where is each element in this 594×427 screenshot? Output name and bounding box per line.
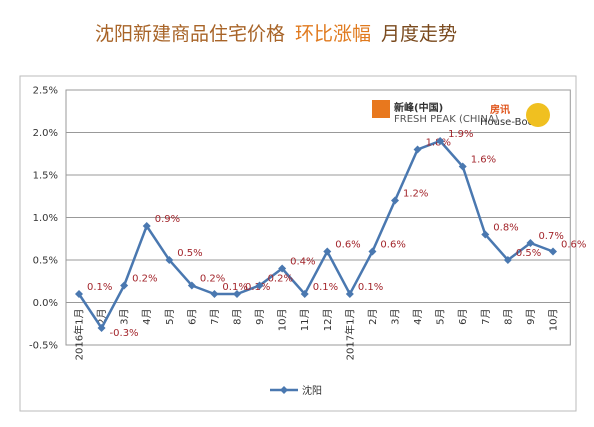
title-part: 月度走势 [381, 23, 457, 45]
marker [345, 290, 354, 298]
marker [436, 137, 445, 145]
marker [97, 324, 106, 332]
x-tick-label: 9月 [254, 309, 266, 325]
data-label: 0.2% [268, 274, 293, 285]
x-tick-label: 3月 [390, 309, 402, 325]
chart-frame [19, 75, 577, 412]
x-tick-label: 2017年1月 [343, 309, 356, 361]
data-label: 0.6% [561, 240, 586, 251]
marker [549, 247, 558, 256]
x-tick-label: 2016年1月 [72, 309, 85, 361]
data-label: 0.1% [313, 282, 338, 293]
marker [187, 281, 196, 290]
title-part: 环比涨幅 [295, 23, 371, 45]
marker [391, 196, 400, 205]
x-tick-label: 9月 [525, 309, 537, 325]
logo-text: 新峰(中国) [394, 101, 443, 114]
logo-text: 房讯 [490, 103, 510, 116]
marker [503, 256, 512, 264]
logo: 新峰(中国) FRESH PEAK (CHINA) 房讯 House-Book [372, 100, 550, 128]
data-label: 0.9% [155, 214, 180, 225]
data-label: 0.4% [290, 257, 315, 268]
chart-title: 沈阳新建商品住宅价格 环比涨幅 月度走势 [95, 23, 457, 45]
data-label: 1.9% [448, 129, 473, 140]
y-tick-label: 2.5% [33, 86, 58, 97]
legend-label: 沈阳 [302, 384, 322, 397]
line [77, 139, 554, 331]
data-label: 0.1% [358, 282, 383, 293]
data-label: 1.6% [471, 155, 496, 166]
marker [210, 290, 219, 298]
data-label: 0.2% [200, 274, 225, 285]
x-tick-label: 12月 [322, 309, 334, 332]
data-label: 1.2% [403, 189, 428, 200]
x-tick-label: 4月 [412, 309, 424, 325]
marker [300, 290, 309, 298]
logo-text: FRESH PEAK (CHINA) [394, 114, 499, 125]
logo-text: House-Book [480, 117, 540, 128]
x-tick-label: 10月 [548, 309, 560, 332]
data-label: 0.6% [335, 240, 360, 251]
x-tick-label: 8月 [231, 309, 243, 325]
marker [413, 145, 422, 154]
data-label: 0.5% [177, 248, 202, 259]
marker [232, 290, 241, 298]
data-label: 0.2% [132, 274, 157, 285]
x-tick-label: 7月 [209, 309, 221, 325]
marker [323, 247, 332, 256]
x-tick-label: 7月 [480, 309, 492, 325]
x-tick-label: 5月 [164, 309, 176, 325]
marker [526, 239, 535, 247]
y-tick-label: 2.0% [33, 128, 58, 139]
x-tick-label: 5月 [435, 309, 447, 325]
logo-icon [372, 100, 390, 118]
data-label: 0.8% [493, 223, 518, 234]
y-tick-label: 0.5% [33, 256, 58, 267]
marker [165, 256, 174, 264]
legend-marker [280, 386, 288, 394]
data-label: 0.6% [380, 240, 405, 251]
marker [74, 290, 83, 298]
y-tick-label: 1.5% [33, 171, 58, 182]
title-part: 沈阳新建商品住宅价格 [95, 23, 285, 45]
data-label: -0.3% [110, 328, 139, 339]
marker [255, 281, 264, 290]
marker [458, 162, 467, 171]
x-tick-label: 2月 [367, 309, 379, 325]
marker [142, 222, 151, 230]
logo-mascot [526, 103, 550, 127]
x-tick-label: 11月 [299, 309, 311, 332]
x-tick-label: 6月 [186, 309, 198, 325]
marker [278, 264, 287, 273]
x-tick-label: 8月 [502, 309, 514, 325]
x-tick-label: 4月 [141, 309, 153, 325]
x-tick-label: 3月 [119, 309, 131, 325]
data-label: 0.1% [222, 282, 247, 293]
marker [120, 281, 129, 290]
data-label: 0.7% [538, 231, 563, 242]
y-tick-label: 1.0% [33, 213, 58, 224]
y-tick-label: 0.0% [33, 298, 58, 309]
data-label: 0.1% [87, 282, 112, 293]
x-tick-label: 10月 [277, 309, 289, 332]
data-label: 0.5% [516, 248, 541, 259]
marker [368, 247, 377, 256]
marker [481, 230, 490, 239]
y-tick-label: -0.5% [29, 341, 58, 352]
x-tick-label: 6月 [457, 309, 469, 325]
